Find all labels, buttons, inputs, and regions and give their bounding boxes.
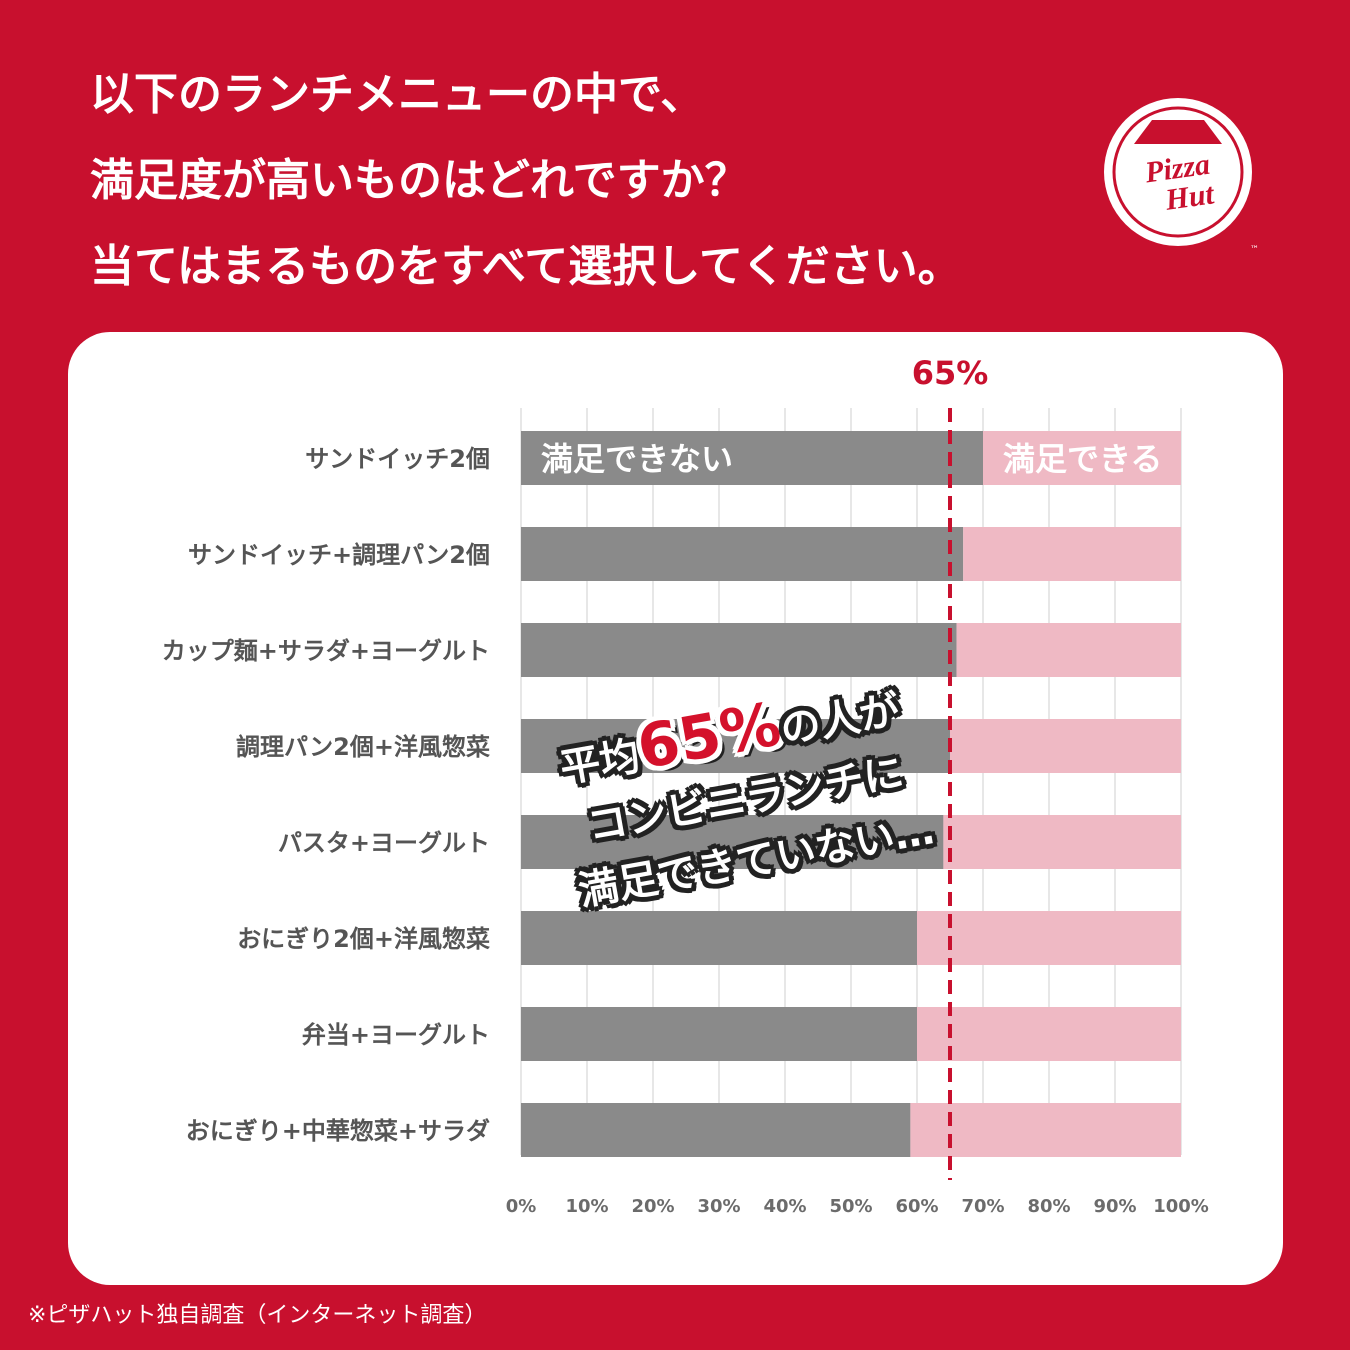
x-tick-label: 10% [565,1196,608,1217]
bar-unsatisfied [521,527,964,581]
bar-satisfied [956,623,1181,677]
x-tick-label: 0% [506,1196,537,1217]
title-line-2: 満足度が高いものはどれですか？ [90,155,749,206]
bar-unsatisfied [521,911,917,965]
logo-tm: ™ [1250,245,1259,255]
category-label: おにぎり+中華惣菜+サラダ [186,1117,490,1145]
x-tick-label: 90% [1093,1196,1136,1217]
category-label: 調理パン2個+洋風惣菜 [236,733,490,761]
bar-unsatisfied [521,815,944,869]
x-tick-label: 100% [1153,1196,1209,1217]
title-line-1: 以下のランチメニューの中で、 [90,69,705,120]
bar-satisfied [910,1103,1181,1157]
series-label-unsatisfied: 満足できない [541,440,733,478]
category-label: サンドイッチ+調理パン2個 [188,541,490,569]
x-tick-label: 80% [1027,1196,1070,1217]
x-tick-label: 60% [895,1196,938,1217]
bar-satisfied [943,815,1181,869]
pizza-hut-logo: Pizza Hut ™ [1104,98,1259,255]
category-label: カップ麺+サラダ+ヨーグルト [162,637,490,665]
logo-text-2: Hut [1162,177,1217,217]
average-reference-label: 65% [912,354,989,392]
x-tick-label: 50% [829,1196,872,1217]
question-title: 以下のランチメニューの中で、 満足度が高いものはどれですか？ 当てはまるものをす… [90,52,1090,310]
bar-satisfied [950,719,1181,773]
title-line-3: 当てはまるものをすべて選択してください。 [90,241,962,292]
bar-unsatisfied [521,719,950,773]
x-tick-label: 40% [763,1196,806,1217]
bar-unsatisfied [521,1103,911,1157]
category-label: 弁当+ヨーグルト [302,1021,490,1049]
series-label-satisfied: 満足できる [1003,440,1162,478]
x-tick-label: 20% [631,1196,674,1217]
bar-satisfied [917,911,1181,965]
category-label: おにぎり2個+洋風惣菜 [237,925,490,953]
bar-unsatisfied [521,623,957,677]
callout-prefix: 平均 [556,733,644,793]
bar-unsatisfied [521,431,983,485]
x-tick-label: 30% [697,1196,740,1217]
bar-unsatisfied [521,1007,917,1061]
x-tick-label: 70% [961,1196,1004,1217]
bar-satisfied [963,527,1181,581]
bar-satisfied [983,431,1181,485]
category-label: サンドイッチ2個 [305,445,490,473]
bar-satisfied [917,1007,1181,1061]
footnote: ※ピザハット独自調査（インターネット調査） [28,1303,487,1328]
category-label: パスタ+ヨーグルト [278,829,490,857]
